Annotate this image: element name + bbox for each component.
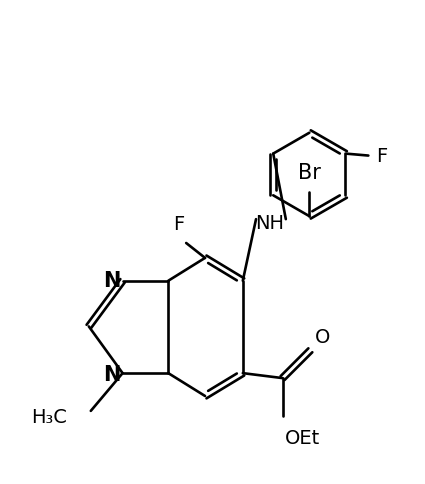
Text: N: N	[103, 270, 120, 290]
Text: F: F	[173, 214, 185, 234]
Text: OEt: OEt	[284, 428, 320, 447]
Text: Br: Br	[298, 163, 321, 183]
Text: O: O	[315, 328, 331, 347]
Text: H₃C: H₃C	[31, 408, 67, 426]
Text: N: N	[103, 364, 120, 384]
Text: F: F	[376, 147, 388, 166]
Text: NH: NH	[255, 213, 284, 232]
